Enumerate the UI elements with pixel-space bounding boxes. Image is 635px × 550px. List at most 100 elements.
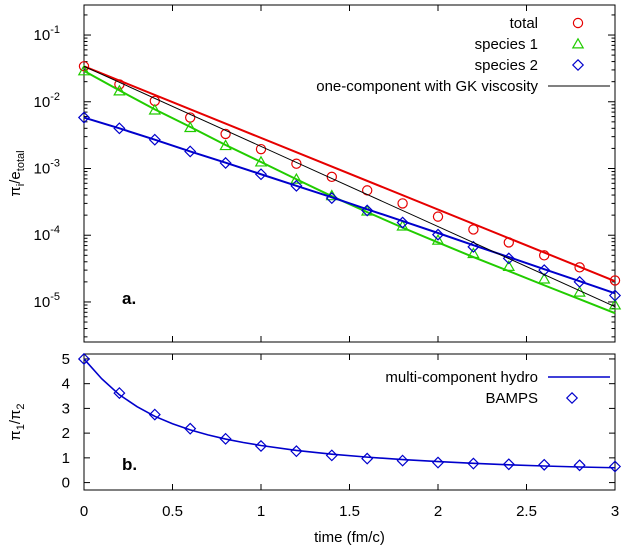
- data-point: [467, 457, 480, 470]
- data-point: [325, 449, 338, 462]
- tick-base: 10: [34, 94, 51, 111]
- data-point: [113, 387, 126, 400]
- series-1: [83, 358, 616, 469]
- series-4: [83, 65, 616, 308]
- series-curve: [83, 358, 616, 469]
- ylabel-mid: /e: [7, 171, 24, 184]
- data-point: [77, 64, 91, 76]
- panel-b-chart: 0 0.5 1 1.5 2 2.5 3 0 1 2 3 4 5 multi-component hydro…: [7, 351, 622, 546]
- data-point: [290, 179, 303, 192]
- ylabel-mid: /π: [7, 410, 24, 425]
- x-tick-label: 0: [80, 503, 88, 520]
- data-point: [148, 133, 161, 146]
- data-point: [255, 143, 267, 155]
- data-point: [538, 264, 551, 277]
- legend-label: species 2: [475, 57, 538, 74]
- tick-exponent: -1: [50, 24, 60, 36]
- legend-marker: [572, 17, 584, 29]
- legend: total species 1 species 2 one-component wit…: [316, 15, 610, 95]
- ylabel-main: π: [7, 430, 24, 440]
- data-point: [503, 237, 514, 248]
- x-tick-label: 3: [611, 503, 619, 520]
- y-tick-label: 10-1: [34, 24, 60, 44]
- data-point: [608, 460, 622, 473]
- data-point: [432, 211, 444, 222]
- panel-label: a.: [122, 289, 136, 308]
- ylabel-sub: total: [15, 150, 27, 171]
- tick-base: 10: [34, 227, 51, 244]
- data-point: [219, 139, 232, 151]
- data-point: [113, 122, 126, 135]
- data-point: [431, 233, 445, 245]
- series-3: [77, 111, 622, 302]
- legend-marker: [571, 58, 585, 72]
- y-axis-title: π1/π2: [7, 403, 27, 440]
- series-curve: [83, 70, 616, 315]
- y-tick-label: 2: [62, 425, 70, 442]
- series-curve: [83, 116, 616, 295]
- data-point: [325, 192, 338, 205]
- data-point: [537, 272, 551, 284]
- data-point: [77, 111, 91, 124]
- data-point: [468, 224, 479, 235]
- ylabel-sub: 1: [15, 424, 27, 430]
- legend-label: species 1: [475, 36, 538, 53]
- data-point: [573, 459, 586, 472]
- x-tick-label: 1: [257, 503, 265, 520]
- data-point: [254, 439, 268, 453]
- series-2: [77, 64, 622, 315]
- data-point: [361, 204, 374, 217]
- data-point: [431, 228, 445, 241]
- data-point: [609, 275, 621, 286]
- data-point: [290, 445, 303, 458]
- data-point: [573, 285, 586, 297]
- legend-marker: [571, 37, 585, 49]
- data-point: [254, 155, 268, 167]
- data-point: [184, 145, 197, 158]
- legend-label: total: [510, 15, 538, 32]
- data-point: [467, 240, 480, 253]
- data-point: [77, 352, 91, 365]
- data-point: [219, 156, 232, 170]
- data-point: [113, 84, 126, 96]
- tick-base: 10: [34, 27, 51, 44]
- data-point: [608, 298, 622, 310]
- data-point: [219, 432, 232, 445]
- data-point: [290, 172, 303, 184]
- x-tick-label: 1.5: [339, 503, 360, 520]
- tick-exponent: -5: [50, 291, 60, 303]
- y-tick-label: 3: [62, 400, 70, 417]
- data-point: [467, 247, 480, 259]
- y-tick-label: 4: [62, 376, 70, 393]
- legend-label: BAMPS: [485, 390, 538, 407]
- y-tick-label: 10-3: [34, 157, 60, 177]
- tick-exponent: -2: [50, 91, 60, 103]
- y-tick-label: 10-5: [34, 291, 60, 311]
- series-2: [77, 352, 622, 473]
- tick-exponent: -4: [50, 224, 60, 236]
- tick-exponent: -3: [50, 157, 60, 169]
- data-point: [574, 262, 585, 273]
- series-1: [78, 61, 621, 286]
- data-point: [608, 289, 622, 302]
- series-curve: [83, 65, 616, 308]
- data-point: [397, 198, 408, 209]
- data-point: [538, 458, 551, 471]
- data-point: [291, 158, 302, 169]
- series-curve: [83, 65, 616, 283]
- legend: multi-component hydro BAMPS: [385, 369, 610, 407]
- data-point: [183, 121, 197, 133]
- data-point: [396, 216, 409, 229]
- legend-label: multi-component hydro: [385, 369, 538, 386]
- tick-base: 10: [34, 160, 51, 177]
- y-axis-title: πi/etotal: [7, 150, 27, 196]
- x-tick-label: 2: [434, 503, 442, 520]
- y-tick-label: 0: [62, 475, 70, 492]
- data-point: [573, 275, 586, 288]
- data-point: [362, 185, 373, 196]
- data-point: [431, 456, 445, 469]
- data-point: [539, 250, 550, 261]
- ylabel-sub: 2: [15, 403, 27, 409]
